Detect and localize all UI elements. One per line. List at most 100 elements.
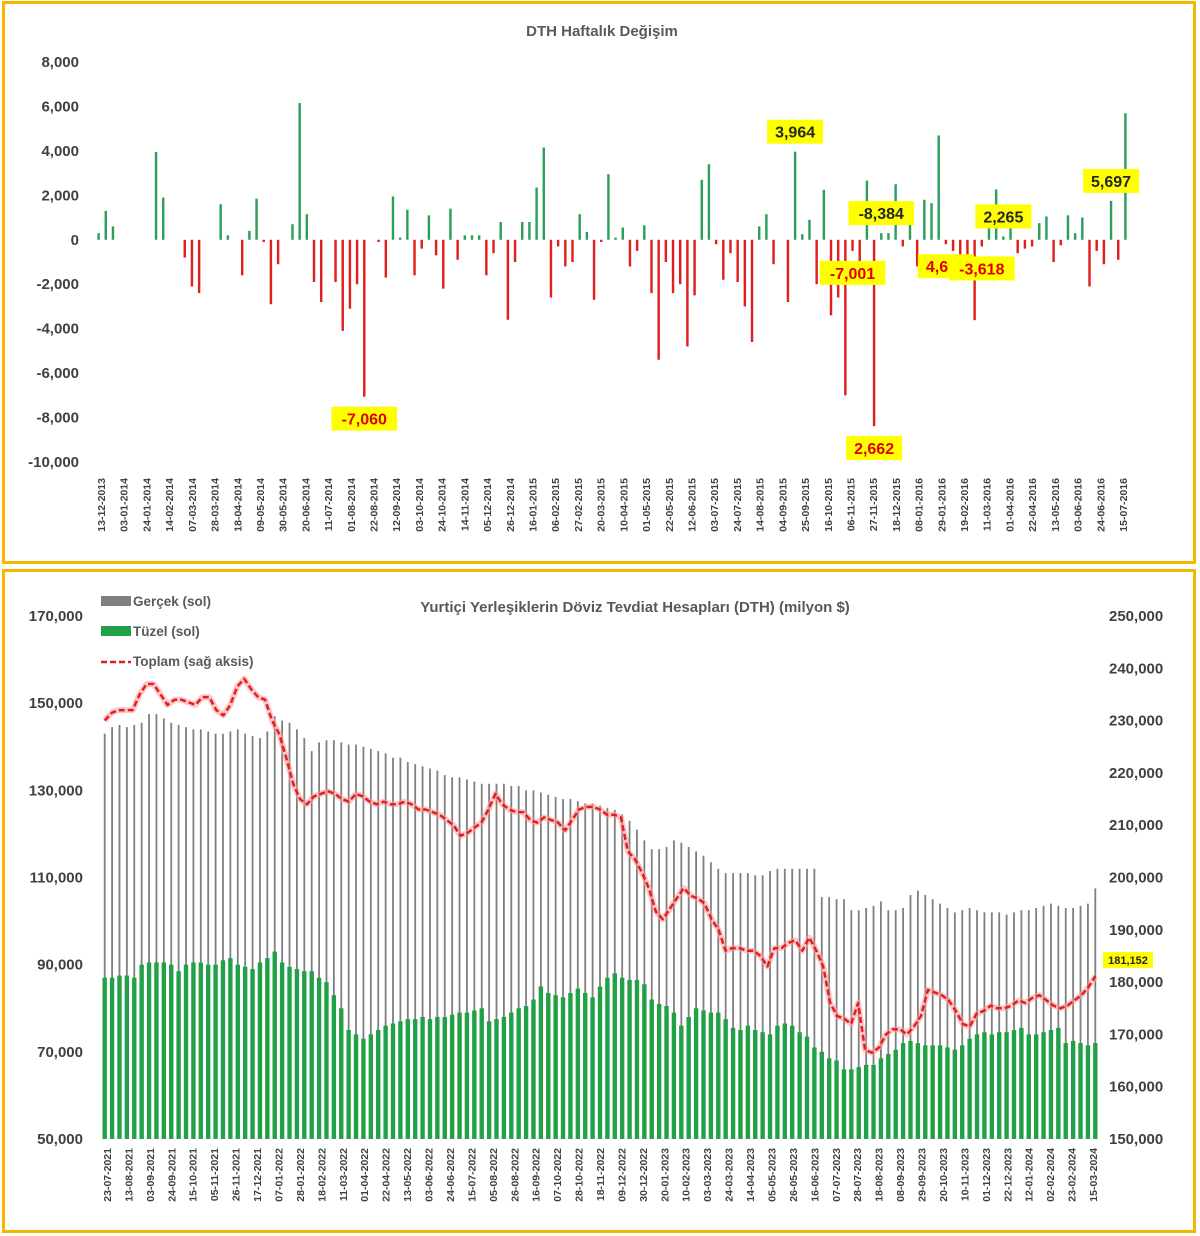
bar-tuzel — [420, 1016, 425, 1139]
bar — [413, 239, 416, 276]
bar-tuzel — [531, 999, 536, 1139]
bar — [1023, 239, 1027, 249]
bar — [585, 232, 589, 240]
bar — [801, 234, 804, 240]
bar-gercek — [118, 724, 121, 1139]
annotation-label: -7,060 — [342, 412, 387, 429]
legend-swatch-gercek — [101, 596, 131, 606]
x-tick-label: 15-07-2016 — [1118, 478, 1130, 532]
bar-tuzel — [538, 986, 544, 1139]
bar-gercek — [355, 744, 357, 1139]
bar-gercek — [1094, 888, 1097, 1139]
bar — [944, 239, 948, 245]
bar-tuzel — [708, 1012, 714, 1139]
bar-gercek — [399, 757, 402, 1139]
x-tick-label: 14-08-2015 — [755, 478, 767, 532]
bar — [1030, 239, 1034, 247]
x-tick-label: 13-05-2016 — [1050, 478, 1062, 532]
bar — [406, 209, 409, 240]
x-tick-label: 24-07-2015 — [732, 478, 744, 532]
bar-tuzel — [997, 1032, 1002, 1139]
chart-title: DTH Haftalık Değişim — [526, 23, 678, 40]
bar-tuzel — [501, 1016, 507, 1139]
bar-tuzel — [960, 1045, 965, 1139]
bar-gercek — [436, 770, 439, 1139]
bar-gercek — [902, 908, 904, 1139]
bar-tuzel — [191, 962, 196, 1139]
bar-gercek — [820, 897, 823, 1139]
bar — [1002, 236, 1005, 240]
bar — [363, 239, 366, 397]
bar-tuzel — [228, 958, 233, 1139]
last-value-box — [1103, 952, 1153, 969]
bar-tuzel — [856, 1067, 861, 1139]
bar-tuzel — [316, 977, 322, 1139]
bar-tuzel — [937, 1045, 943, 1139]
bar-tuzel — [376, 1030, 381, 1139]
bar-gercek — [421, 766, 424, 1139]
bar — [930, 203, 933, 240]
bar-gercek — [953, 912, 956, 1139]
bar-tuzel — [124, 975, 130, 1139]
y2-axis: 250,000 240,000 230,000 220,000 210,000 200,0… — [1109, 608, 1163, 1148]
y-tick-label: 50,000 — [37, 1131, 83, 1148]
bar-gercek — [532, 790, 535, 1139]
bar — [355, 239, 359, 285]
bar-tuzel — [782, 1023, 788, 1139]
annotation-box — [767, 119, 824, 144]
x-tick-label: 22-08-2014 — [369, 478, 381, 532]
x-tick-label: 12-01-2024 — [1024, 1148, 1036, 1202]
legend-label-gercek: Gerçek (sol) — [133, 594, 211, 609]
bar-tuzel — [383, 1025, 388, 1139]
bar-tuzel — [546, 992, 551, 1139]
bar-gercek — [724, 873, 727, 1139]
bar — [506, 239, 510, 320]
y2-tick-label: 190,000 — [1109, 922, 1163, 939]
bar — [528, 222, 531, 240]
bar — [291, 224, 294, 240]
bar-gercek — [650, 849, 653, 1139]
bar — [377, 239, 380, 242]
bar-tuzel — [250, 969, 255, 1139]
bar-gercek — [340, 742, 343, 1139]
bar-gercek — [576, 801, 579, 1139]
bar — [348, 239, 352, 309]
bar-tuzel — [619, 977, 625, 1139]
y-tick-label: -6,000 — [36, 365, 79, 382]
x-tick-label: 15-03-2024 — [1088, 1148, 1100, 1202]
bar — [678, 239, 682, 285]
x-tick-label: 11-03-2016 — [982, 478, 994, 531]
bar-gercek — [392, 757, 394, 1139]
bar-tuzel — [331, 995, 337, 1139]
bar-gercek — [769, 870, 771, 1139]
y2-tick-label: 160,000 — [1109, 1079, 1163, 1096]
bar-gercek — [236, 729, 239, 1139]
x-tick-label: 30-12-2022 — [638, 1148, 650, 1202]
weekly-change-chart: DTH Haftalık Değişim 8,000 6,000 4,000 2,00… — [28, 23, 1140, 532]
bar-gercek — [414, 764, 417, 1139]
annotation-box — [819, 260, 886, 285]
bar — [693, 239, 696, 296]
y-tick-label: 4,000 — [41, 143, 79, 160]
bar-tuzel — [132, 977, 137, 1139]
x-tick-label: 30-05-2014 — [278, 478, 290, 532]
bar-gercek — [1079, 905, 1082, 1139]
bar-gercek — [1072, 908, 1075, 1139]
bar — [1016, 239, 1019, 254]
bar-tuzel — [656, 1003, 662, 1139]
x-tick-label: 24-06-2022 — [445, 1148, 457, 1202]
bar-tuzel — [723, 1019, 728, 1139]
bar-gercek — [162, 718, 165, 1139]
bar-gercek — [517, 785, 520, 1139]
bar-tuzel — [679, 1025, 684, 1139]
x-tick-label: 01-04-2022 — [359, 1148, 371, 1202]
bar-gercek — [1020, 910, 1023, 1139]
bar-tuzel — [1063, 1043, 1068, 1139]
y-tick-label: 2,000 — [41, 187, 79, 204]
bar-tuzel — [775, 1025, 780, 1139]
x-tick-label: 28-03-2014 — [210, 478, 222, 532]
x-tick-label: 07-03-2014 — [187, 478, 199, 532]
bar-tuzel — [863, 1064, 869, 1139]
bar-gercek — [281, 720, 284, 1139]
bar-gercek — [429, 768, 431, 1139]
